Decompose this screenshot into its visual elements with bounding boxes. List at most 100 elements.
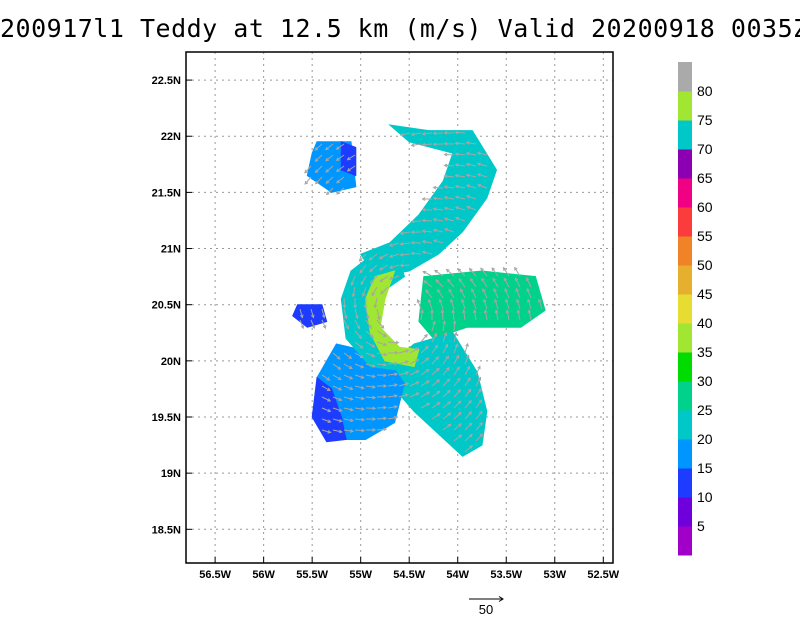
wind-vector-head <box>493 287 497 292</box>
wind-vector-head <box>494 298 498 303</box>
wind-vector <box>376 428 387 431</box>
wind-vector <box>369 253 378 261</box>
colorbar-label: 40 <box>697 315 713 331</box>
wind-vector <box>359 264 367 274</box>
wind-vector-head <box>445 355 449 360</box>
wind-vector-head <box>457 411 462 416</box>
wind-vector <box>442 401 451 409</box>
wind-vector <box>420 346 429 354</box>
colorbar-swatch <box>678 497 692 527</box>
wind-vector-head <box>410 132 415 137</box>
wind-vector-head <box>435 356 440 361</box>
wind-vector <box>422 132 433 135</box>
colorbar-swatch <box>678 178 692 208</box>
wind-vector <box>365 352 375 357</box>
wind-vector <box>321 418 331 423</box>
wind-vector-head <box>394 350 399 355</box>
wind-vector-head <box>443 174 448 179</box>
wind-vector-head <box>335 146 340 150</box>
wind-vector <box>464 434 473 442</box>
wind-vector-head <box>457 268 462 272</box>
wind-vector-head <box>393 415 399 420</box>
wind-vector <box>400 242 411 245</box>
wind-vector <box>455 217 466 222</box>
wind-vector-head <box>443 131 448 135</box>
wind-vector <box>376 319 385 329</box>
wind-vector-head <box>453 331 458 336</box>
wind-vector <box>481 278 488 288</box>
wind-vector <box>444 186 455 189</box>
wind-vector-head <box>410 143 415 147</box>
wind-vector-head <box>380 290 384 295</box>
wind-vector-head <box>368 325 372 330</box>
wind-vector <box>477 152 488 156</box>
wind-vector <box>444 175 455 178</box>
wind-vector-head <box>477 183 482 188</box>
colorbar-label: 20 <box>697 431 713 447</box>
wind-vector <box>442 321 446 332</box>
wind-vector-head <box>399 132 404 137</box>
wind-vector-head <box>356 325 361 330</box>
wind-vector-head <box>399 263 404 268</box>
wind-vector-head <box>338 418 343 423</box>
wind-vector-head <box>472 309 477 314</box>
wind-vector-head <box>436 413 441 417</box>
wind-vector-head <box>458 434 463 438</box>
wind-vector-head <box>483 309 488 314</box>
wind-vector <box>503 278 510 288</box>
wind-vector <box>446 269 455 277</box>
wind-vector <box>444 207 455 211</box>
colorbar-swatch <box>678 468 692 498</box>
wind-vector <box>464 389 472 398</box>
wind-vector <box>325 154 334 162</box>
wind-vector-head <box>326 387 331 392</box>
wind-vector <box>332 352 341 360</box>
wind-vector-head <box>468 433 473 438</box>
wind-vector <box>365 396 376 399</box>
wind-vector-head <box>360 385 365 390</box>
wind-vector <box>304 176 312 185</box>
wind-vector-head <box>526 277 530 282</box>
wind-vector-head <box>476 162 481 166</box>
wind-vector-head <box>383 427 388 432</box>
wind-vector-head <box>443 195 448 200</box>
colorbar-swatch <box>678 410 692 440</box>
wind-vector-head <box>466 205 471 210</box>
wind-vector <box>516 299 521 310</box>
wind-vector <box>299 308 303 318</box>
wind-vector-head <box>327 419 332 423</box>
wind-vector-head <box>338 387 343 391</box>
wind-vector <box>411 143 422 146</box>
wind-vector-head <box>446 366 450 371</box>
wind-region-east-arm <box>418 270 546 339</box>
colorbar: 5 10 15 20 25 30 35 40 45 50 55 60 65 70 75 80 <box>678 62 713 556</box>
wind-vector <box>514 267 521 277</box>
wind-vector-head <box>421 142 426 147</box>
wind-vector-head <box>478 399 483 404</box>
wind-vector-head <box>327 430 332 434</box>
wind-vector-head <box>465 173 470 178</box>
x-tick-label: 52.5W <box>587 569 619 581</box>
y-tick-label: 20N <box>161 356 181 368</box>
y-tick-label: 22.5N <box>152 75 181 87</box>
wind-vector <box>455 206 466 211</box>
wind-vector-head <box>447 278 451 283</box>
wind-vector <box>332 363 341 370</box>
wind-vector <box>464 411 472 420</box>
wind-vector <box>376 330 387 337</box>
wind-vector <box>398 382 409 387</box>
plot-frame <box>185 51 614 564</box>
wind-vector <box>365 308 369 319</box>
wind-vector <box>343 352 352 359</box>
wind-vector-head <box>454 184 459 189</box>
wind-vector-head <box>415 370 420 374</box>
wind-vector <box>310 319 315 329</box>
wind-vector-head <box>422 270 427 275</box>
wind-vector-head <box>370 334 374 339</box>
wind-vector-head <box>451 309 456 314</box>
wind-vector <box>448 289 455 299</box>
wind-vector-head <box>423 280 428 284</box>
chart-title: 200917l1 Teddy at 12.5 km (m/s) Valid 20… <box>0 14 800 43</box>
wind-vector <box>463 310 466 321</box>
wind-vector-head <box>454 130 459 135</box>
